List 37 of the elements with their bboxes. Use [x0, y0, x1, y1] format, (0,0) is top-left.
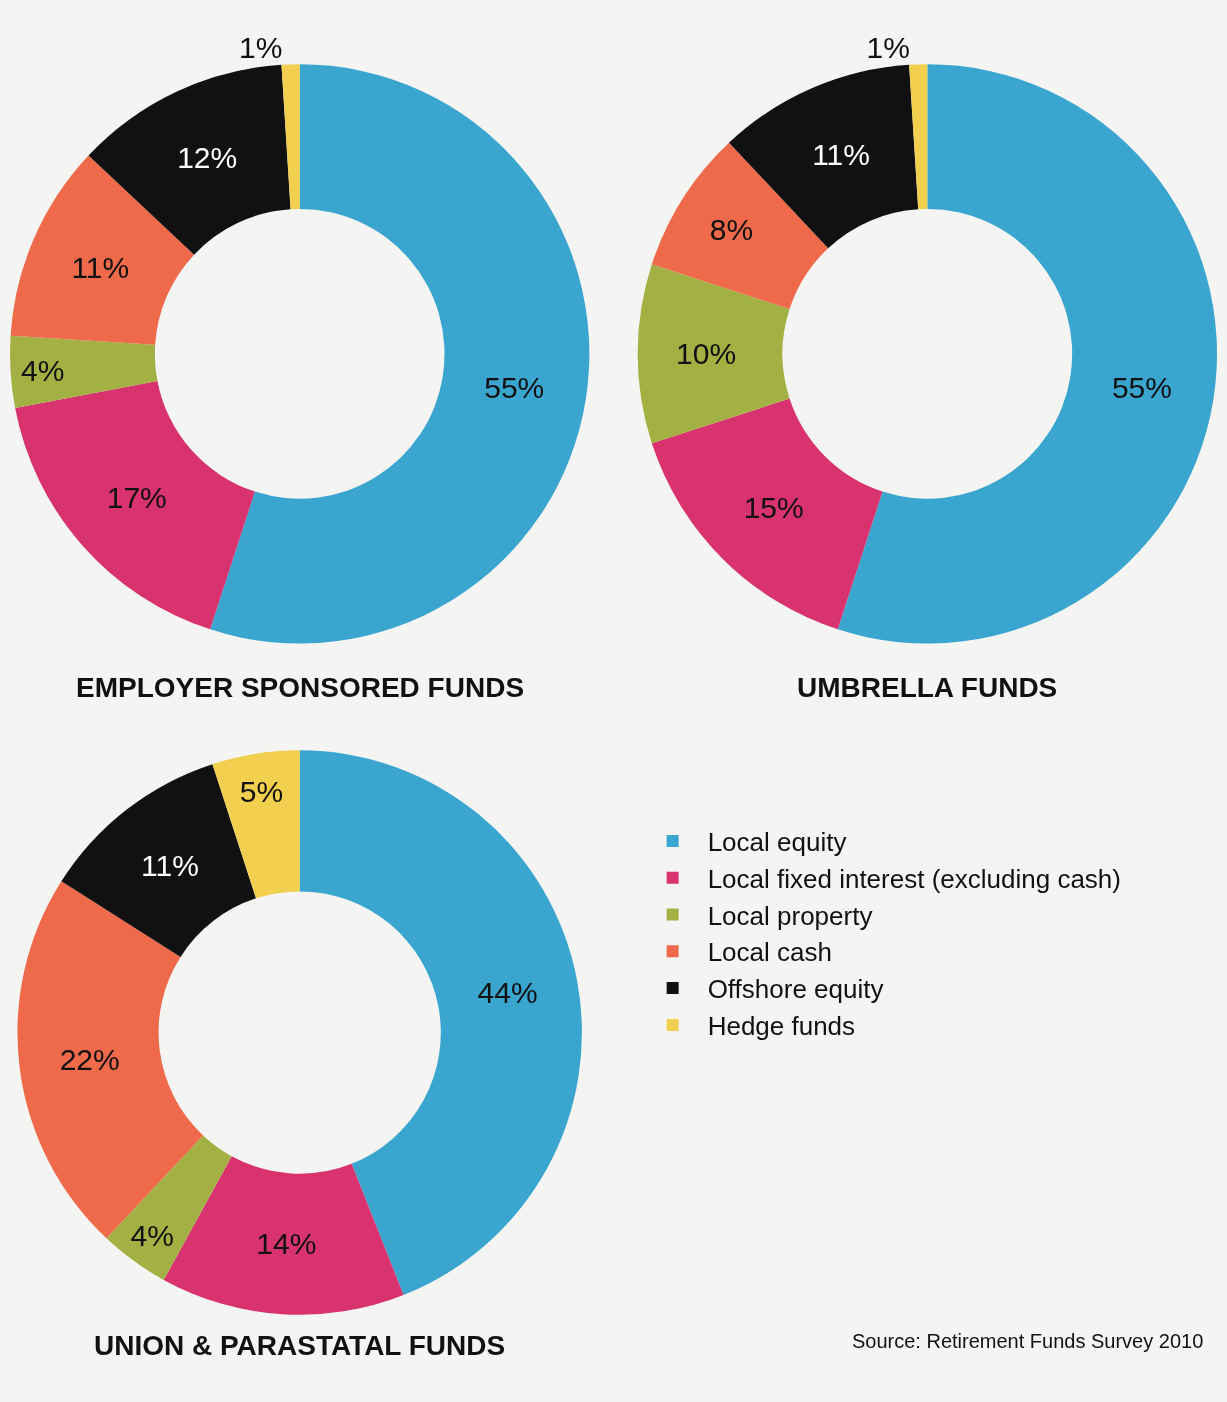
data-label: 11% [812, 137, 870, 171]
data-label: 11% [71, 251, 130, 285]
legend-label: Local fixed interest (excluding cash) [707, 863, 1121, 894]
data-label: 1% [238, 31, 283, 65]
data-label: 11% [141, 848, 199, 882]
legend-label: Local cash [707, 937, 832, 968]
donut-slice [88, 64, 291, 255]
data-label: 4% [21, 353, 65, 387]
legend-label: Local property [707, 900, 873, 931]
text: UMBRELLA FUNDS [797, 672, 1058, 703]
donut-slice [281, 64, 300, 210]
data-label: 8% [709, 213, 754, 247]
data-label: 22% [59, 1042, 120, 1076]
data-label: 55% [484, 371, 545, 405]
donut-slice [212, 750, 300, 899]
donut-slice [638, 264, 790, 444]
donut-slice [651, 398, 883, 630]
data-label: 15% [743, 490, 804, 524]
data-label: 44% [477, 976, 538, 1010]
data-label: 1% [866, 31, 910, 65]
data-label: 14% [256, 1227, 317, 1261]
data-label: 4% [130, 1218, 174, 1252]
legend-label: Local equity [707, 827, 847, 858]
donut-slice [10, 335, 158, 409]
source-note: Source: Retirement Funds Survey 2010 [852, 1330, 1204, 1352]
data-label: 10% [676, 337, 737, 371]
data-label: 17% [106, 481, 167, 515]
donut-slice [106, 1135, 232, 1280]
legend-label: Hedge funds [707, 1011, 856, 1042]
text: EMPLOYER SPONSORED FUNDS [76, 672, 525, 703]
data-label: 55% [1111, 371, 1172, 405]
data-label: 12% [177, 140, 238, 174]
donut-slice [909, 64, 928, 210]
text: UNION & PARASTATAL FUNDS [94, 1330, 506, 1361]
donut-slice [15, 380, 255, 630]
data-label: 5% [239, 775, 284, 808]
legend-label: Offshore equity [707, 974, 884, 1005]
